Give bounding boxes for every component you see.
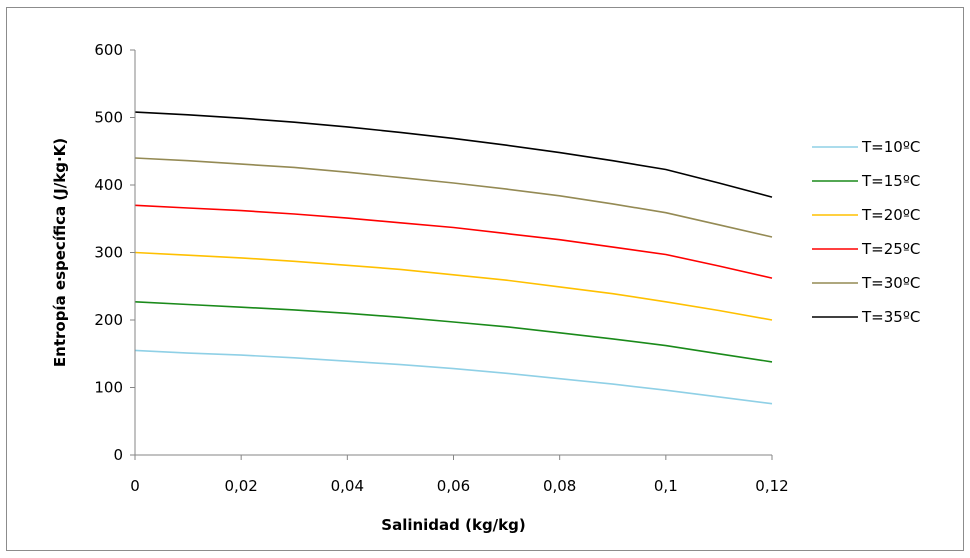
y-tick-label: 600 <box>94 41 123 59</box>
legend-item: T=35ºC <box>812 308 920 326</box>
x-tick-label: 0,08 <box>543 477 576 495</box>
series-line-1 <box>134 349 773 405</box>
x-tick-label: 0,1 <box>654 477 678 495</box>
axes-layer: 0 100 200 300 400 500 600 0 0,02 0,04 0,06 0,08 0,1 0… <box>94 41 788 495</box>
legend-item: T=25ºC <box>812 240 920 258</box>
series-line-6 <box>134 111 773 198</box>
plot-layer <box>134 111 773 405</box>
legend-item: T=30ºC <box>812 274 920 292</box>
x-axis-title: Salinidad (kg/kg) <box>381 516 525 534</box>
y-tick-label: 400 <box>94 176 123 194</box>
legend-item: T=10ºC <box>812 138 920 156</box>
series-line-2 <box>134 301 773 363</box>
x-tick-label: 0,04 <box>331 477 364 495</box>
legend-label: T=30ºC <box>861 274 920 292</box>
x-tick-label: 0 <box>130 477 140 495</box>
series-line-4 <box>134 204 773 279</box>
y-axis-title: Entropía específica (J/kg·K) <box>51 138 69 367</box>
legend-label: T=10ºC <box>861 138 920 156</box>
chart-area <box>6 7 964 551</box>
y-tick-label: 100 <box>94 379 123 397</box>
legend-item: T=15ºC <box>812 172 920 190</box>
x-tick-label: 0,06 <box>437 477 470 495</box>
y-tick-label: 0 <box>113 446 123 464</box>
legend-label: T=25ºC <box>861 240 920 258</box>
y-tick-label: 500 <box>94 109 123 127</box>
y-tick-label: 300 <box>94 244 123 262</box>
x-tick-label: 0,12 <box>755 477 788 495</box>
x-tick-label: 0,02 <box>224 477 257 495</box>
legend: T=10ºC T=15ºC T=20ºC T=25ºC T=30ºC T=35ºC <box>812 138 920 326</box>
legend-item: T=20ºC <box>812 206 920 224</box>
legend-label: T=35ºC <box>861 308 920 326</box>
legend-label: T=15ºC <box>861 172 920 190</box>
series-line-3 <box>134 251 773 321</box>
series-line-5 <box>134 157 773 238</box>
y-tick-label: 200 <box>94 311 123 329</box>
legend-label: T=20ºC <box>861 206 920 224</box>
